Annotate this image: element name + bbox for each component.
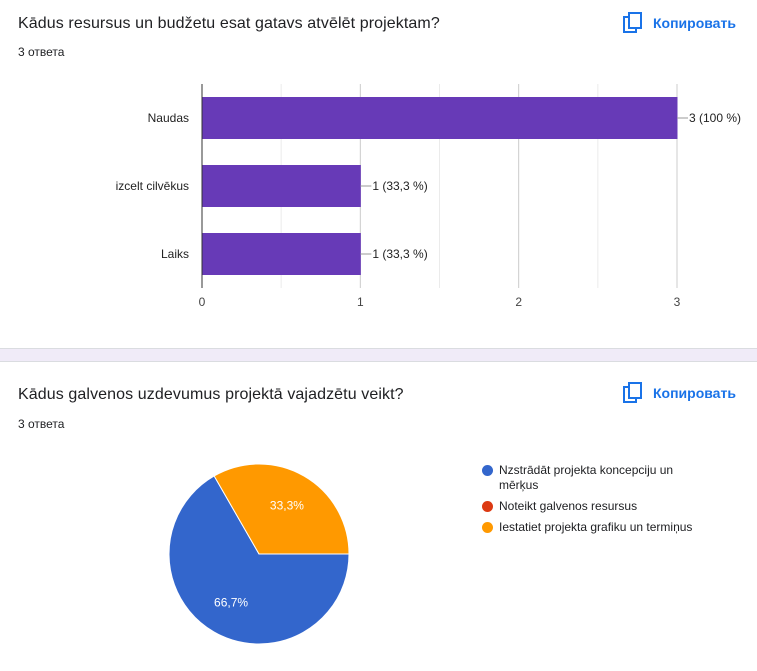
slice-label: 33,3% — [270, 499, 304, 513]
copy-label: Копировать — [653, 385, 736, 401]
bar[interactable] — [202, 165, 361, 207]
x-tick-label: 3 — [674, 295, 681, 309]
legend-item: Noteikt galvenos resursus — [482, 499, 712, 514]
legend-item: Nzstrādāt projekta koncepciju un mērķus — [482, 463, 712, 493]
legend-item: Iestatiet projekta grafiku un termiņus — [482, 520, 712, 535]
legend-label: Iestatiet projekta grafiku un termiņus — [499, 520, 693, 534]
copy-label: Копировать — [653, 15, 736, 31]
data-label: 1 (33,3 %) — [372, 179, 427, 193]
question-title: Kādus galvenos uzdevumus projektā vajadz… — [18, 386, 404, 403]
legend-swatch — [482, 501, 493, 512]
copy-chart-button[interactable]: Копировать — [623, 382, 736, 404]
legend-swatch — [482, 522, 493, 533]
legend-label: Noteikt galvenos resursus — [499, 499, 638, 513]
pie-legend: Nzstrādāt projekta koncepciju un mērķus N… — [482, 463, 712, 541]
response-count: 3 ответа — [18, 417, 65, 431]
x-tick-label: 2 — [515, 295, 522, 309]
question-title: Kādus resursus un budžetu esat gatavs at… — [18, 15, 440, 32]
bar[interactable] — [202, 97, 678, 139]
copy-icon — [623, 12, 643, 34]
copy-icon — [623, 382, 643, 404]
response-count: 3 ответа — [18, 45, 65, 59]
legend-swatch — [482, 465, 493, 476]
category-label: Naudas — [148, 111, 189, 125]
pie-slice[interactable] — [168, 475, 350, 645]
question-card-tasks: Kādus galvenos uzdevumus projektā vajadz… — [0, 362, 757, 671]
x-tick-label: 1 — [357, 295, 364, 309]
bar-chart: 0 1 2 3 Naudas 3 (100 %) izcelt cilvēkus 1 (33,… — [116, 84, 741, 309]
slice-label: 66,7% — [214, 595, 248, 609]
category-label: Laiks — [161, 247, 189, 261]
category-label: izcelt cilvēkus — [116, 179, 189, 193]
bar[interactable] — [202, 233, 361, 275]
copy-chart-button[interactable]: Копировать — [623, 12, 736, 34]
question-card-resources: Kādus resursus un budžetu esat gatavs at… — [18, 12, 742, 309]
x-tick-label: 0 — [199, 295, 206, 309]
pie-slice[interactable] — [213, 463, 350, 555]
data-label: 3 (100 %) — [689, 111, 741, 125]
data-label: 1 (33,3 %) — [372, 247, 427, 261]
pie-chart: 66,7% 33,3% — [168, 463, 350, 645]
legend-label: Nzstrādāt projekta koncepciju un mērķus — [499, 463, 674, 492]
card-separator — [0, 348, 757, 362]
